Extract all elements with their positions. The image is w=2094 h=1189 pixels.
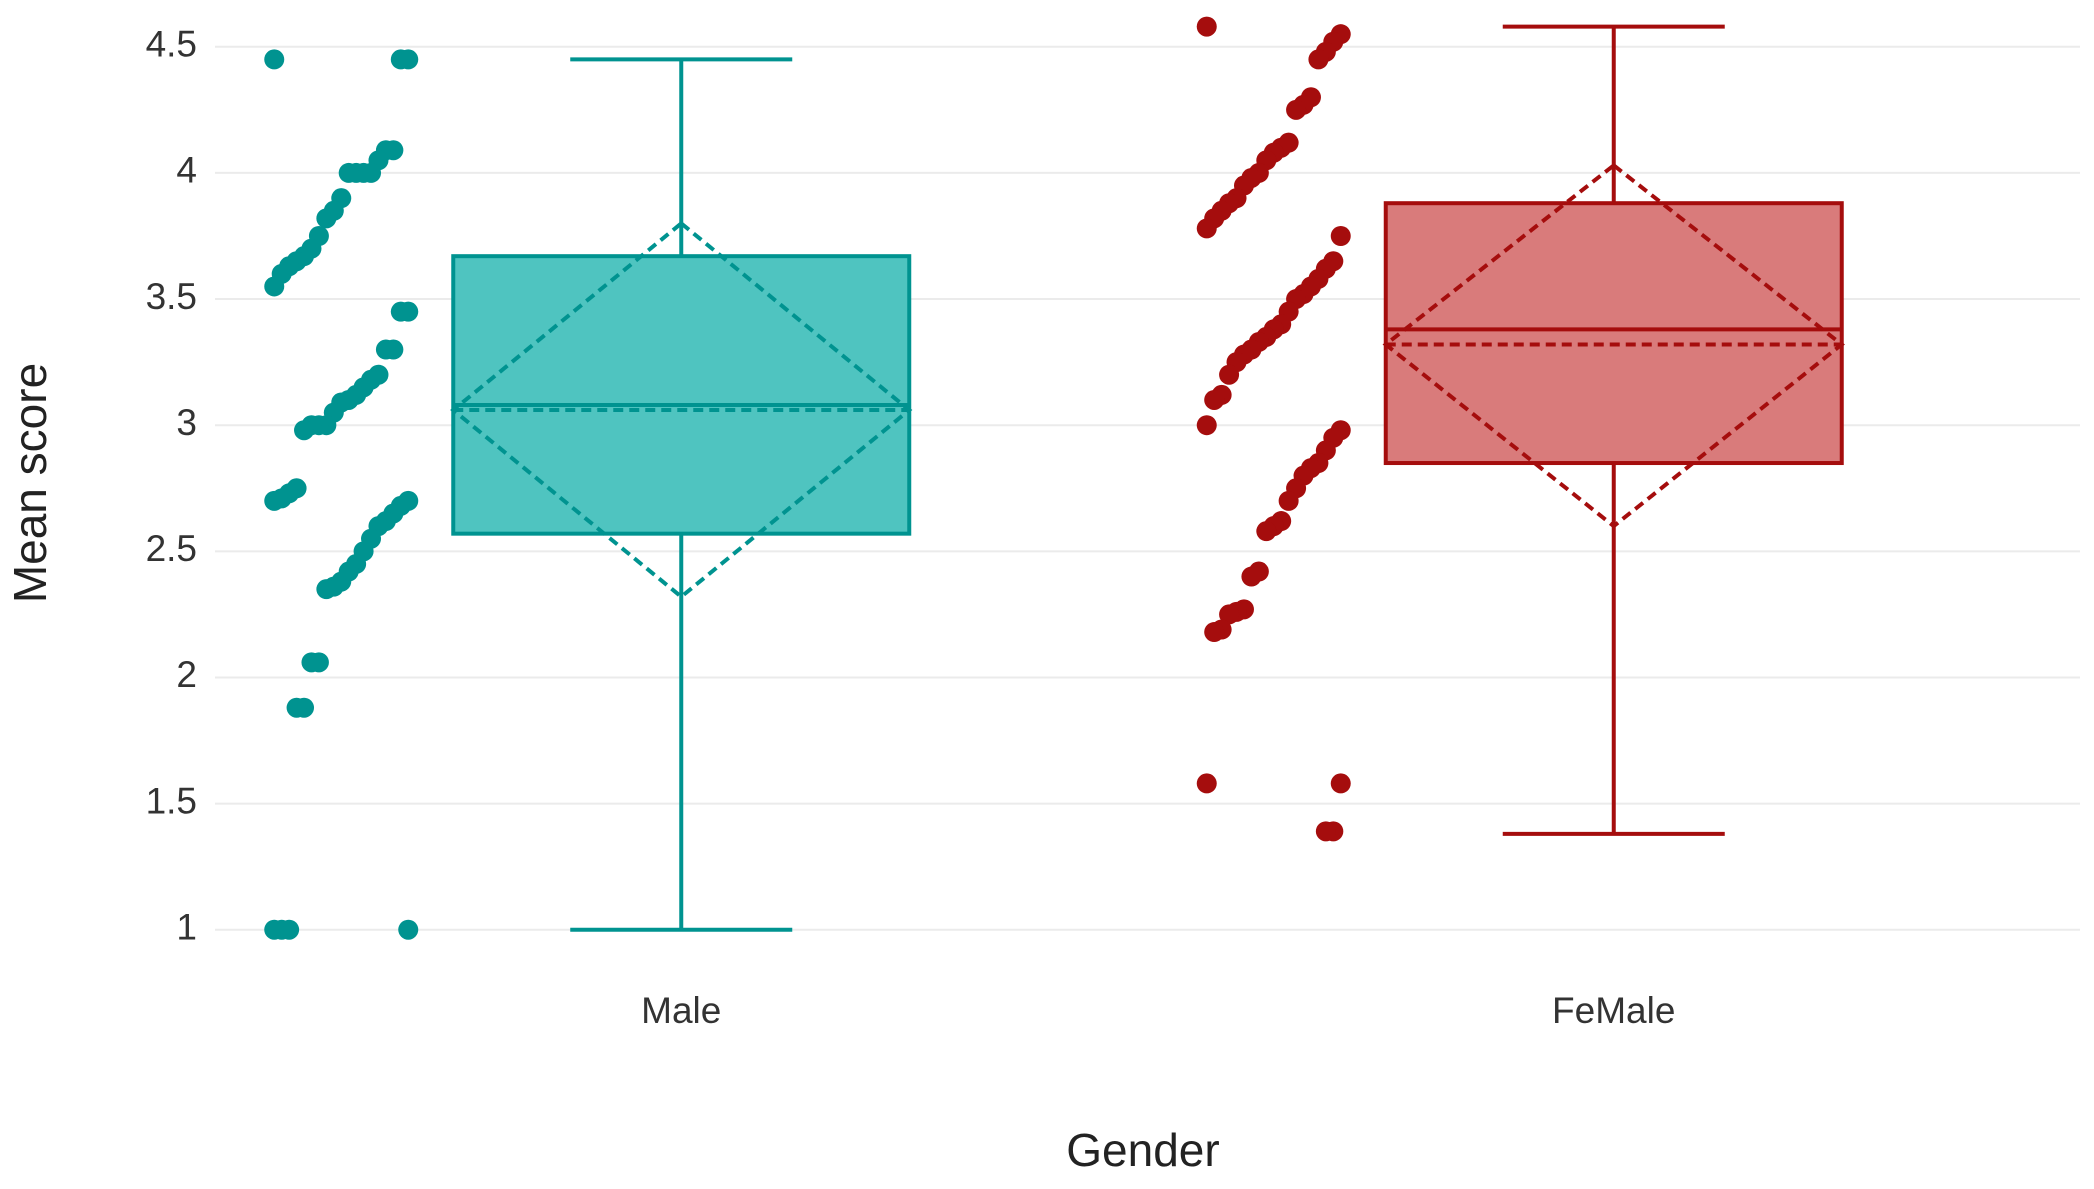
data-point xyxy=(1219,364,1240,385)
data-point xyxy=(294,420,315,441)
data-point xyxy=(1204,622,1225,643)
mean-diamond xyxy=(1382,162,1845,529)
y-tick-label: 2 xyxy=(176,654,197,695)
y-tick-label: 1.5 xyxy=(146,780,197,821)
data-point xyxy=(264,276,285,297)
y-axis-title: Mean score xyxy=(4,363,56,603)
data-point xyxy=(390,49,411,70)
mean-diamond xyxy=(450,220,913,600)
box xyxy=(1383,201,1844,466)
y-tick-label: 4 xyxy=(176,150,197,191)
data-point xyxy=(264,490,285,511)
data-point xyxy=(1196,16,1217,37)
data-point xyxy=(338,162,359,183)
data-point xyxy=(1256,521,1277,542)
data-point xyxy=(1241,566,1262,587)
data-point xyxy=(264,49,285,70)
y-tick-label: 3.5 xyxy=(146,276,197,317)
data-point xyxy=(1278,490,1299,511)
data-point xyxy=(1196,218,1217,239)
data-point xyxy=(1330,225,1351,246)
y-tick-label: 2.5 xyxy=(146,528,197,569)
data-point xyxy=(398,919,419,940)
x-axis-title: Gender xyxy=(1066,1124,1219,1176)
data-point xyxy=(264,919,285,940)
data-point xyxy=(1330,773,1351,794)
y-tick-label: 1 xyxy=(176,907,197,948)
data-point xyxy=(1196,415,1217,436)
data-point xyxy=(1219,604,1240,625)
data-point xyxy=(301,652,322,673)
data-point xyxy=(316,208,337,229)
data-point xyxy=(316,579,337,600)
x-tick-label: Male xyxy=(641,990,721,1031)
y-tick-label: 3 xyxy=(176,402,197,443)
box xyxy=(451,254,912,536)
data-point xyxy=(1204,389,1225,410)
data-point xyxy=(375,339,396,360)
data-point xyxy=(1308,49,1329,70)
data-point xyxy=(1196,773,1217,794)
y-tick-label: 4.5 xyxy=(146,24,197,65)
data-point xyxy=(1315,821,1336,842)
data-point xyxy=(1286,99,1307,120)
data-point xyxy=(390,301,411,322)
x-tick-label: FeMale xyxy=(1552,990,1675,1031)
data-point xyxy=(286,697,307,718)
